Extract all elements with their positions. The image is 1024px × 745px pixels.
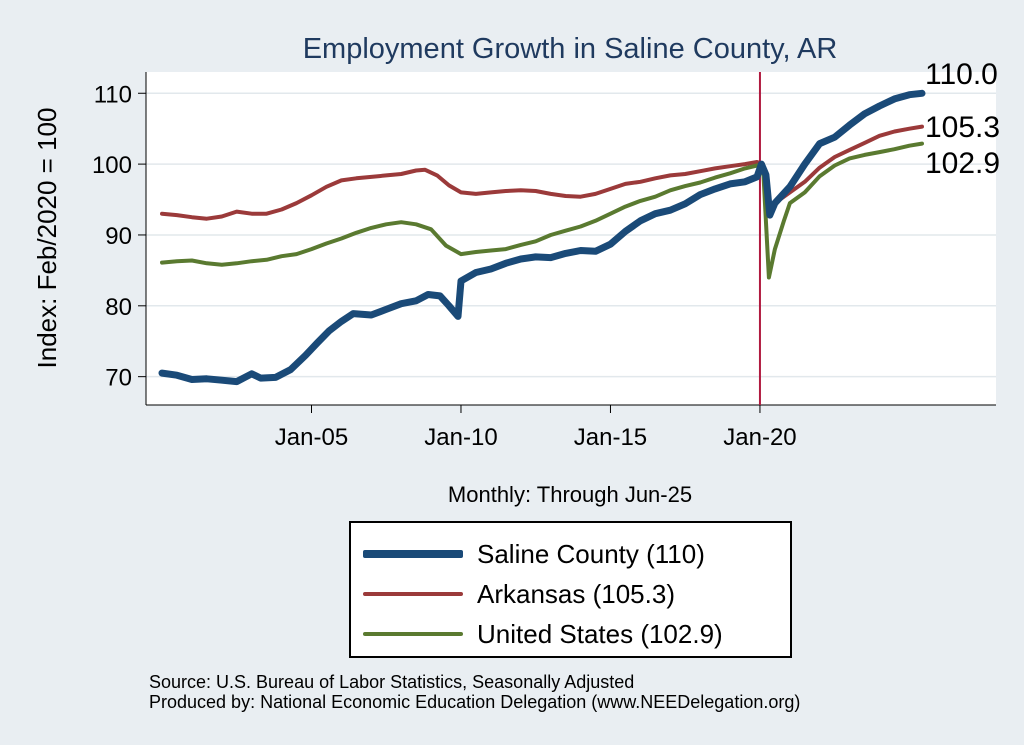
- x-tick-label: Jan-20: [723, 424, 796, 451]
- legend-swatch-arkansas: [363, 592, 463, 596]
- legend-label-us: United States (102.9): [477, 618, 723, 649]
- footer-produced: Produced by: National Economic Education…: [149, 692, 801, 712]
- legend-swatch-saline: [363, 550, 463, 558]
- end-label-arkansas: 105.3: [925, 111, 1000, 144]
- footer-source: Source: U.S. Bureau of Labor Statistics,…: [149, 672, 635, 692]
- y-tick-label: 70: [105, 365, 132, 392]
- series-line-arkansas: [160, 124, 924, 221]
- end-label-us: 102.9: [925, 147, 1000, 180]
- y-tick-label: 110: [94, 81, 132, 108]
- series-line-saline: [158, 89, 926, 386]
- series-lines: [158, 89, 926, 386]
- chart-title: Employment Growth in Saline County, AR: [303, 33, 838, 65]
- footer: Source: U.S. Bureau of Labor Statistics,…: [149, 672, 800, 712]
- plot-area: [146, 72, 996, 405]
- x-tick-label: Jan-10: [424, 424, 497, 451]
- legend: Saline County (110) Arkansas (105.3) Uni…: [349, 521, 792, 658]
- y-axis-label: Index: Feb/2020 = 100: [32, 108, 62, 369]
- legend-swatch-us: [363, 632, 463, 636]
- y-axis-ticks: 70 80 90 100 110: [92, 81, 146, 392]
- y-tick-label: 90: [105, 223, 132, 250]
- x-tick-label: Jan-15: [574, 424, 647, 451]
- x-axis-ticks: Jan-05 Jan-10 Jan-15 Jan-20: [275, 405, 797, 451]
- legend-item-arkansas: Arkansas (105.3): [363, 579, 675, 609]
- legend-item-saline: Saline County (110): [363, 539, 705, 569]
- legend-item-us: United States (102.9): [363, 619, 723, 649]
- legend-label-arkansas: Arkansas (105.3): [477, 578, 675, 609]
- end-label-saline: 110.0: [925, 58, 998, 91]
- x-axis-label: Monthly: Through Jun-25: [448, 482, 692, 507]
- series-line-us: [160, 141, 924, 280]
- x-tick-label: Jan-05: [275, 424, 348, 451]
- y-tick-label: 80: [105, 294, 132, 321]
- gridlines: [146, 92, 996, 378]
- y-tick-label: 100: [92, 152, 132, 179]
- legend-label-saline: Saline County (110): [477, 538, 705, 569]
